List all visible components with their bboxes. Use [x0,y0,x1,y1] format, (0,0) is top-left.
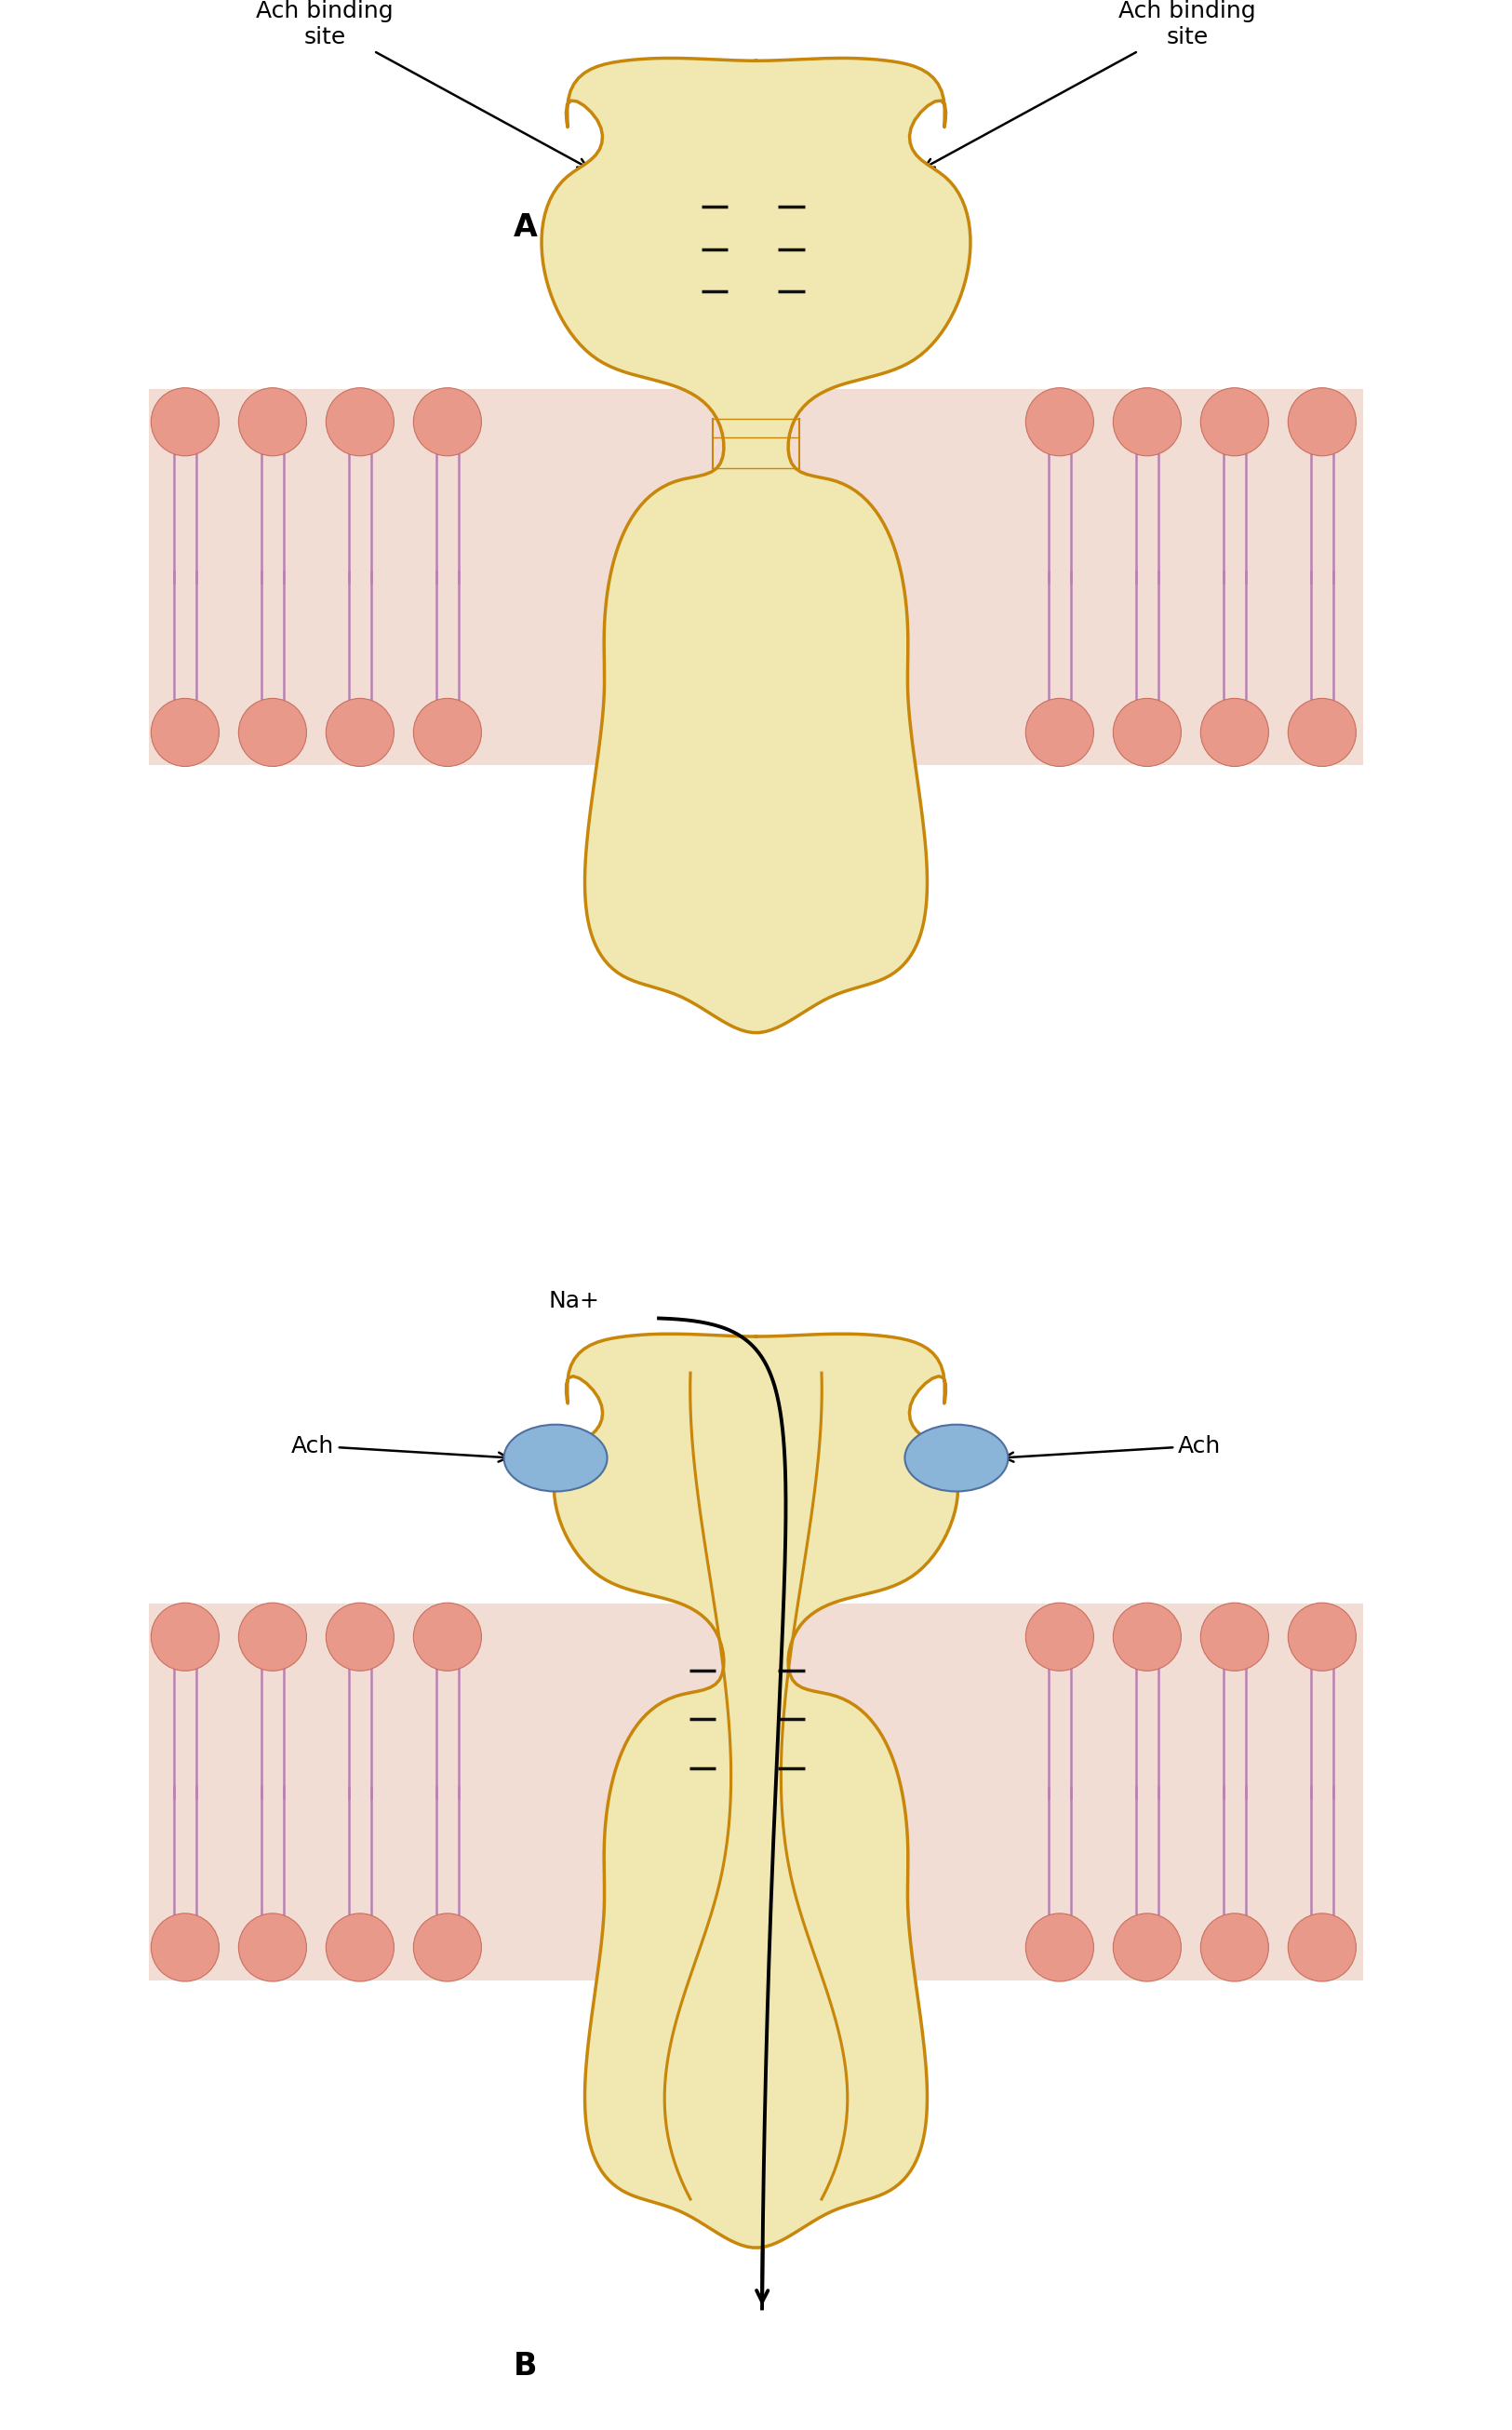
Ellipse shape [239,697,307,765]
Ellipse shape [1025,697,1093,765]
Ellipse shape [151,389,219,457]
Ellipse shape [239,1912,307,1980]
Ellipse shape [327,697,395,765]
Ellipse shape [413,389,481,457]
Text: Na+: Na+ [549,1290,599,1312]
Polygon shape [541,58,971,1033]
Ellipse shape [1201,697,1269,765]
Ellipse shape [151,1604,219,1672]
Ellipse shape [1201,1912,1269,1980]
Ellipse shape [1201,1604,1269,1672]
Ellipse shape [413,697,481,765]
Text: Ach: Ach [1004,1434,1220,1463]
Ellipse shape [1201,389,1269,457]
Text: A: A [513,211,537,243]
Text: B: B [513,2350,537,2381]
Ellipse shape [503,1424,608,1492]
Ellipse shape [413,1912,481,1980]
Ellipse shape [151,697,219,765]
Ellipse shape [327,1604,395,1672]
Ellipse shape [1288,1604,1356,1672]
Ellipse shape [1288,697,1356,765]
Ellipse shape [1113,697,1181,765]
Ellipse shape [1025,1604,1093,1672]
Ellipse shape [904,1424,1009,1492]
Ellipse shape [1288,389,1356,457]
Ellipse shape [151,1912,219,1980]
Ellipse shape [1113,1912,1181,1980]
Ellipse shape [327,1912,395,1980]
Ellipse shape [239,389,307,457]
Bar [148,1604,1364,1980]
Ellipse shape [413,1604,481,1672]
Polygon shape [553,1334,959,2248]
Ellipse shape [1025,1912,1093,1980]
Ellipse shape [1288,1912,1356,1980]
Text: Ach binding
site: Ach binding site [256,0,588,168]
Ellipse shape [1113,1604,1181,1672]
Text: Ach binding
site: Ach binding site [924,0,1256,168]
Ellipse shape [239,1604,307,1672]
Ellipse shape [1113,389,1181,457]
Text: Ach: Ach [292,1434,508,1463]
Bar [148,389,1364,765]
Ellipse shape [1025,389,1093,457]
Ellipse shape [327,389,395,457]
